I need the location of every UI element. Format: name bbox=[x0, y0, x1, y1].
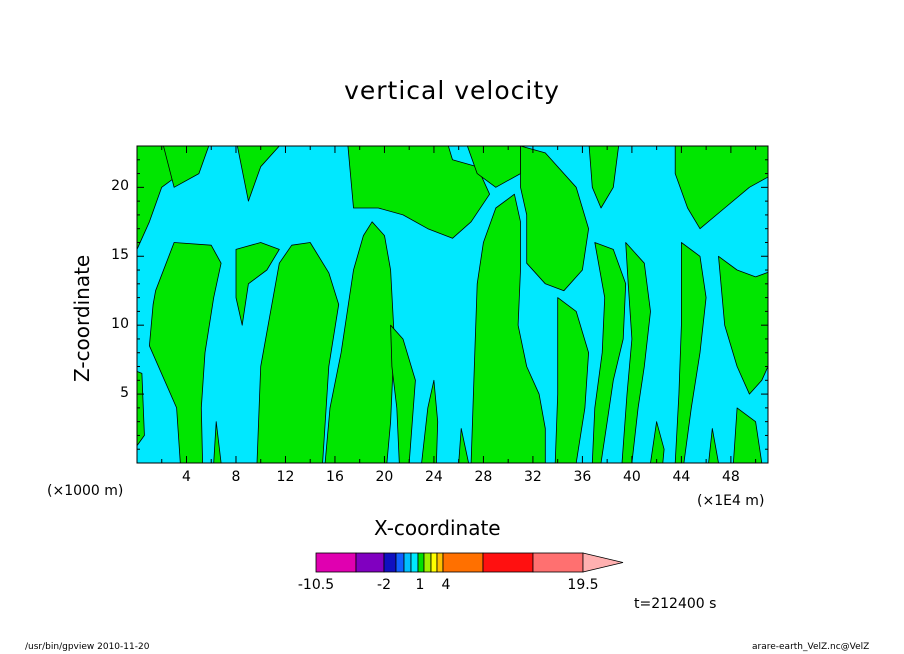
y-tick-label: 15 bbox=[111, 247, 129, 264]
colorbar-segment bbox=[436, 552, 444, 573]
x-tick-label: 12 bbox=[276, 469, 295, 485]
updraft-region bbox=[588, 146, 620, 209]
colorbar-segment bbox=[315, 552, 357, 573]
updraft-region bbox=[324, 221, 395, 463]
updraft-region bbox=[390, 324, 416, 463]
colorbar-segment bbox=[395, 552, 405, 573]
updraft-region bbox=[137, 371, 145, 447]
x-tick-label: 48 bbox=[721, 469, 740, 485]
colorbar-segment bbox=[355, 552, 385, 573]
colorbar-segment bbox=[383, 552, 397, 573]
colorbar-segment bbox=[403, 552, 412, 573]
x-tick-label: 36 bbox=[573, 469, 592, 485]
updraft-region bbox=[458, 428, 469, 463]
updraft-region bbox=[554, 297, 589, 463]
updraft-region bbox=[466, 146, 521, 188]
updraft-region bbox=[347, 146, 490, 239]
colorbar-label: 19.5 bbox=[567, 577, 599, 593]
x-tick-label: 24 bbox=[425, 469, 443, 485]
updraft-region bbox=[708, 428, 719, 463]
x-unit-left: (×1000 m) bbox=[47, 483, 124, 499]
colorbar-segment bbox=[532, 552, 584, 573]
time-label: t=212400 s bbox=[634, 596, 717, 612]
x-tick-label: 20 bbox=[375, 469, 394, 485]
colorbar-label: -2 bbox=[377, 577, 391, 593]
updraft-region bbox=[149, 242, 222, 463]
colorbar-segment bbox=[482, 552, 534, 573]
x-tick-label: 28 bbox=[474, 469, 493, 485]
updraft-region bbox=[718, 255, 768, 395]
updraft-region bbox=[650, 421, 665, 463]
contour-fill-group bbox=[137, 146, 768, 463]
y-tick-label: 10 bbox=[111, 316, 129, 333]
updraft-region bbox=[591, 242, 627, 463]
colorbar-arrow bbox=[582, 552, 624, 573]
colorbar-segment bbox=[423, 552, 432, 573]
updraft-region bbox=[421, 379, 439, 463]
colorbar-segment bbox=[442, 552, 484, 573]
updraft-region bbox=[213, 421, 222, 463]
updraft-region bbox=[674, 146, 768, 230]
x-tick-label: 4 bbox=[182, 469, 191, 485]
chart-title: vertical velocity bbox=[344, 76, 560, 105]
colorbar-segment bbox=[410, 552, 419, 573]
updraft-region bbox=[520, 146, 589, 292]
updraft-region bbox=[674, 242, 707, 463]
colorbar-segment bbox=[417, 552, 425, 573]
x-tick-label: 16 bbox=[326, 469, 344, 485]
colorbar-label: -10.5 bbox=[297, 577, 335, 593]
y-tick-label: 20 bbox=[111, 178, 129, 195]
footer-right: arare-earth_VelZ.nc@VelZ bbox=[752, 642, 870, 652]
colorbar-label: 1 bbox=[415, 577, 425, 593]
colorbar-label: 4 bbox=[441, 577, 451, 593]
updraft-region bbox=[137, 146, 181, 250]
plot-frame bbox=[136, 145, 769, 464]
x-tick-label: 44 bbox=[672, 469, 691, 485]
x-axis-label: X-coordinate bbox=[374, 516, 501, 540]
y-tick-label: 5 bbox=[120, 385, 129, 402]
x-unit-right: (×1E4 m) bbox=[697, 493, 765, 509]
colorbar-segment bbox=[430, 552, 438, 573]
updraft-region bbox=[470, 193, 546, 463]
updraft-region bbox=[256, 242, 340, 463]
x-tick-label: 32 bbox=[523, 469, 542, 485]
updraft-region bbox=[236, 146, 280, 202]
updraft-region bbox=[621, 242, 651, 463]
x-tick-label: 40 bbox=[622, 469, 641, 485]
updraft-region bbox=[733, 407, 763, 463]
footer-left: /usr/bin/gpview 2010-11-20 bbox=[25, 642, 150, 652]
x-tick-label: 8 bbox=[231, 469, 241, 485]
y-axis-label: Z-coordinate bbox=[70, 254, 94, 382]
updraft-region bbox=[235, 242, 280, 326]
updraft-region bbox=[163, 146, 210, 188]
